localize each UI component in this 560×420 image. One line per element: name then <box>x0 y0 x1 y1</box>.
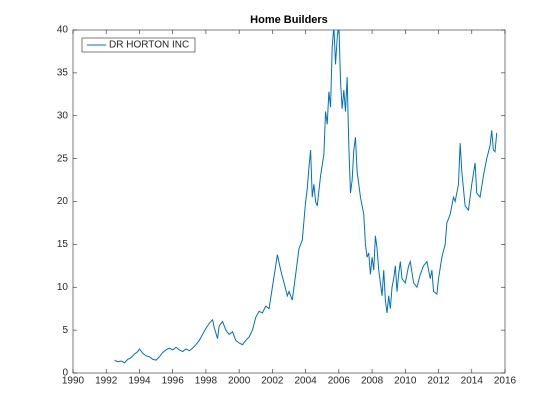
x-tick-label: 2002 <box>261 376 284 387</box>
legend: DR HORTON INC <box>81 37 196 53</box>
y-tick-label: 15 <box>57 239 69 250</box>
x-tick-label: 2014 <box>461 376 484 387</box>
y-tick-label: 40 <box>57 25 69 36</box>
lines <box>114 30 498 364</box>
legend-box <box>81 37 196 53</box>
line-series <box>114 30 498 364</box>
x-tick-label: 1990 <box>62 376 85 387</box>
x-tick-label: 2012 <box>427 376 450 387</box>
chart-title: Home Builders <box>250 14 328 26</box>
x-tick-label: 2008 <box>361 376 384 387</box>
y-tick-label: 5 <box>62 325 68 336</box>
x-tick-label: 2010 <box>394 376 417 387</box>
legend-label: DR HORTON INC <box>109 40 189 51</box>
x-tick-label: 2006 <box>328 376 351 387</box>
x-tick-label: 2004 <box>294 376 317 387</box>
x-tick-label: 1996 <box>162 376 185 387</box>
plot-area <box>72 29 506 374</box>
y-tick-label: 30 <box>57 110 69 121</box>
y-tick-label: 10 <box>57 282 69 293</box>
x-tick-label: 2000 <box>228 376 251 387</box>
x-tick-label: 2016 <box>494 376 517 387</box>
x-tick-label: 1994 <box>128 376 151 387</box>
y-tick-label: 35 <box>57 68 69 79</box>
x-tick-label: 1998 <box>195 376 218 387</box>
x-tick-label: 1992 <box>95 376 118 387</box>
y-tick-label: 0 <box>62 368 68 379</box>
y-tick-label: 25 <box>57 153 69 164</box>
y-tick-label: 20 <box>57 196 69 207</box>
